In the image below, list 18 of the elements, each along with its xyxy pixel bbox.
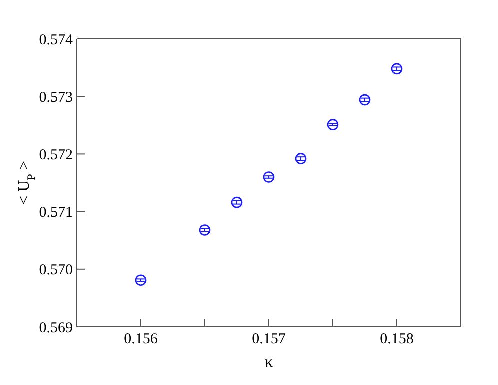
point [359,94,371,106]
point [231,196,243,208]
point [263,172,275,183]
x-axis-title: κ [264,354,274,371]
x-tick-label: 0.158 [380,332,414,348]
y-tick-label: 0.569 [39,320,73,336]
point [295,153,307,164]
x-tick-label: 0.156 [124,332,158,348]
point [135,274,147,286]
y-tick-label: 0.571 [39,205,73,222]
x-tick-label: 0.157 [252,332,286,348]
point [199,224,211,236]
point [391,63,403,75]
y-tick-label: 0.573 [39,90,73,106]
y-tick-label: 0.572 [39,148,73,164]
y-tick-label: 0.570 [39,262,73,279]
y-tick-label: 0.574 [39,32,74,48]
point [327,119,339,130]
